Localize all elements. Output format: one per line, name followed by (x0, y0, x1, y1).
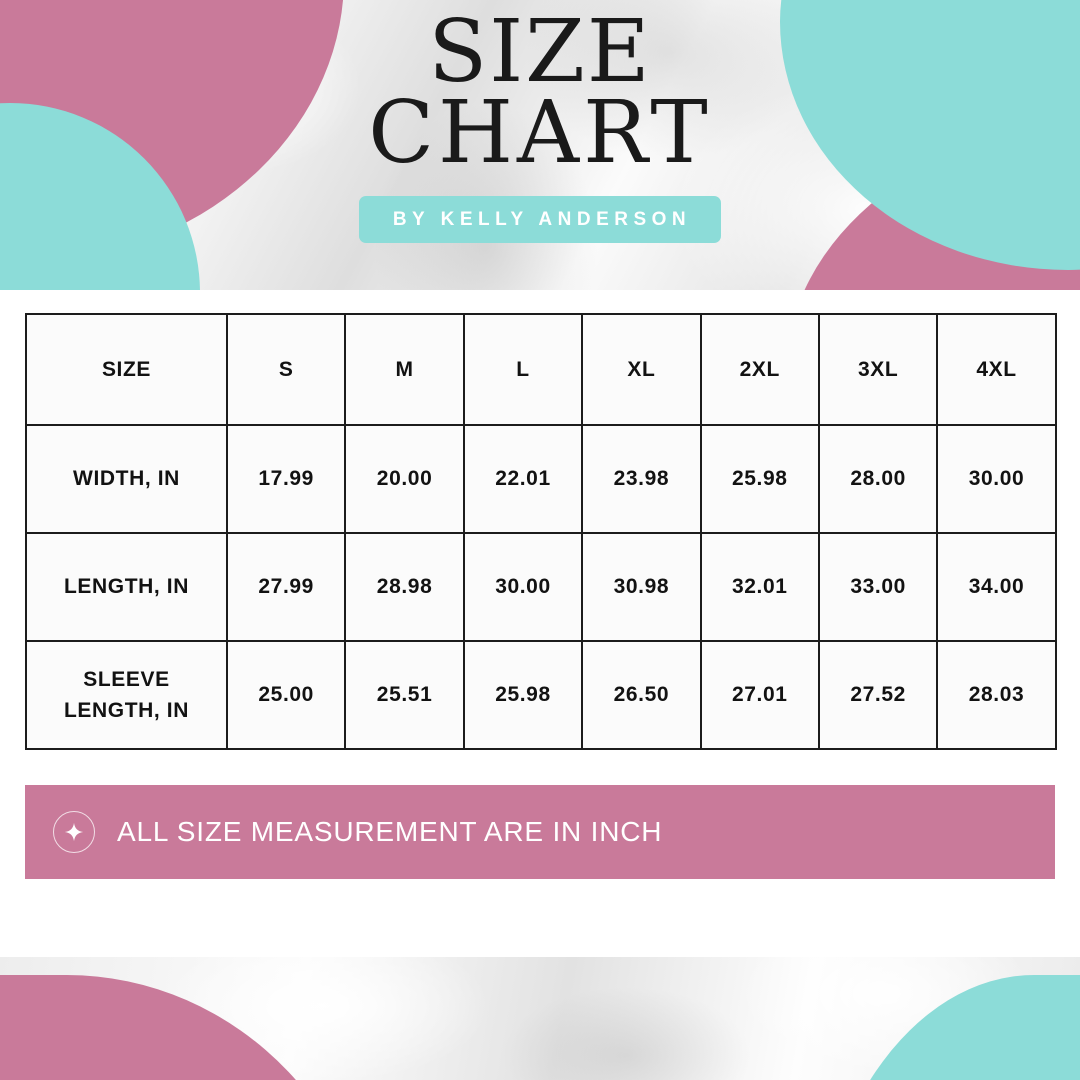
cell-width-4xl: 30.00 (936, 424, 1057, 534)
title-line-2: CHART (368, 82, 712, 183)
cell-width-s: 17.99 (225, 424, 347, 534)
column-header-s: S (225, 313, 347, 426)
cell-length-2xl: 32.01 (699, 532, 820, 642)
column-header-l: L (462, 313, 584, 426)
cell-length-s: 27.99 (225, 532, 347, 642)
cell-width-m: 20.00 (344, 424, 465, 534)
title-line-1: SIZE (428, 2, 652, 102)
header: SIZE CHART BY KELLY ANDERSON (0, 0, 1080, 292)
cell-sleeve-m: 25.51 (344, 640, 465, 750)
cell-sleeve-4xl: 28.03 (936, 640, 1057, 750)
cell-sleeve-xl: 26.50 (581, 640, 702, 750)
cell-length-l: 30.00 (462, 532, 584, 642)
column-header-m: M (344, 313, 465, 426)
row-label-sleeve-length: SLEEVE LENGTH, IN (25, 640, 228, 750)
cell-width-2xl: 25.98 (699, 424, 820, 534)
bottom-decoration-band (0, 957, 1080, 1080)
table-row-length: LENGTH, IN 27.99 28.98 30.00 30.98 32.01… (25, 532, 1057, 642)
table-row-sleeve-length: SLEEVE LENGTH, IN 25.00 25.51 25.98 26.5… (25, 640, 1057, 750)
cell-length-3xl: 33.00 (817, 532, 939, 642)
cell-sleeve-2xl: 27.01 (699, 640, 820, 750)
column-header-size: SIZE (25, 313, 228, 426)
cell-length-4xl: 34.00 (936, 532, 1057, 642)
cell-width-l: 22.01 (462, 424, 584, 534)
column-header-2xl: 2XL (699, 313, 820, 426)
table-header-row: SIZE S M L XL 2XL 3XL 4XL (25, 313, 1057, 426)
column-header-3xl: 3XL (817, 313, 939, 426)
size-table-container: SIZE S M L XL 2XL 3XL 4XL WIDTH, IN 17.9… (25, 313, 1057, 750)
cell-length-m: 28.98 (344, 532, 465, 642)
sparkle-icon (53, 811, 95, 853)
measurement-note-banner: ALL SIZE MEASUREMENT ARE IN INCH (25, 785, 1055, 879)
byline-badge: BY KELLY ANDERSON (358, 195, 722, 243)
row-label-sleeve-line-1: SLEEVE (83, 667, 170, 691)
row-label-sleeve-line-2: LENGTH, IN (64, 699, 189, 722)
column-header-xl: XL (581, 313, 702, 426)
page-title: SIZE CHART (0, 0, 1080, 183)
row-label-width: WIDTH, IN (25, 424, 228, 534)
measurement-note-text: ALL SIZE MEASUREMENT ARE IN INCH (117, 816, 663, 847)
size-table: SIZE S M L XL 2XL 3XL 4XL WIDTH, IN 17.9… (25, 313, 1057, 750)
cell-sleeve-l: 25.98 (462, 640, 584, 750)
column-header-4xl: 4XL (936, 313, 1057, 426)
cell-sleeve-3xl: 27.52 (817, 640, 939, 750)
row-label-length: LENGTH, IN (25, 532, 228, 642)
table-row-width: WIDTH, IN 17.99 20.00 22.01 23.98 25.98 … (25, 424, 1057, 534)
cell-sleeve-s: 25.00 (225, 640, 347, 750)
cell-length-xl: 30.98 (581, 532, 702, 642)
cell-width-xl: 23.98 (581, 424, 702, 534)
cell-width-3xl: 28.00 (817, 424, 939, 534)
